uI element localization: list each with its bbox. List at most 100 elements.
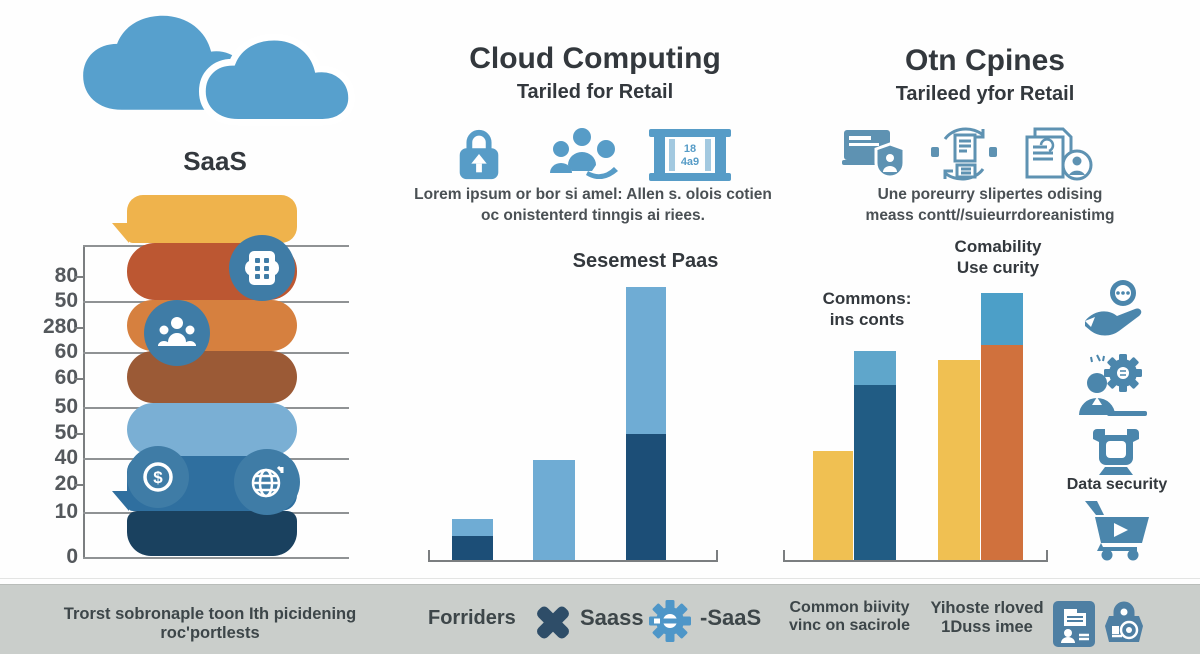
right-subtitle: Tarileed yfor Retail [895,82,1075,105]
bar-segment [533,460,575,560]
right-caption-line2: meass contt//suieurrdoreanistimg [865,207,1115,224]
footer-note-line2: roc'portlests [160,624,260,642]
stack-segment [127,511,297,556]
x-axis [428,560,718,562]
bar-segment [452,519,493,536]
footer-common-line2: vinc on sacirole [789,617,910,634]
footer-bar: Trorst sobronaple toon Ith picidening ro… [0,584,1200,654]
dollar-circle-icon: $ [127,446,189,508]
paas-chart-label: Sesemest Paas [572,250,719,272]
middle-title: Cloud Computing [469,42,721,75]
laptop-badge-icon [841,127,909,183]
right-caption: Une poreurry slipertes odising meass con… [800,184,1180,226]
y-axis-label: 50 [54,289,78,312]
tick-mark [74,433,85,435]
crossed-tools-icon [533,601,572,641]
tick-mark [74,276,85,278]
hand-coin-icon [1082,278,1148,344]
bar [981,293,1023,560]
footer-saas2-label: -SaaS [700,605,762,630]
svg-text:$: $ [153,468,163,487]
footer-providers-label: Forriders [428,607,516,629]
monitor-shield-icon [1086,428,1146,478]
y-axis-label: 40 [54,446,78,469]
speech-tail [112,223,129,243]
bar-segment [981,345,1023,560]
y-axis-label: 60 [54,340,78,363]
gridline [83,557,349,559]
bar [938,360,980,560]
footer-note-line1: Trorst sobronaple toon Ith picidening [63,605,357,623]
footer-hosted-line1: Yihoste rloved [930,599,1044,617]
y-axis-label: 280 [42,315,78,338]
tick-mark [74,484,85,486]
shopping-cart-icon [1080,498,1156,562]
data-security-label: Data security [1066,476,1168,493]
x-axis [783,560,1048,562]
bar [626,287,666,560]
y-axis-label: 50 [54,421,78,444]
y-axis-label: 20 [54,472,78,495]
middle-caption-line2: oc onistenterd tinngis ai riees. [481,207,705,224]
right-caption-line1: Une poreurry slipertes odising [877,186,1103,203]
document-square-icon [1053,601,1095,647]
bar-segment [938,360,980,560]
bar-segment [854,351,896,385]
storefront-icon: 18 4a9 [648,128,732,182]
storefront-circle-icon [229,235,295,301]
speech-tail [112,491,129,511]
y-axis-label: 80 [54,264,78,287]
bar-segment [452,536,493,560]
x-axis-tick [1046,550,1048,560]
compare-chart-left-label-line2: ins conts [829,310,905,329]
saas-title: SaaS [183,146,247,176]
right-title: Otn Cpines [904,44,1065,77]
stack-segment [127,351,297,403]
bar [813,451,853,560]
bar-segment [813,451,853,560]
y-axis-label: 50 [54,395,78,418]
cloud-icon [83,15,356,126]
bar-segment [981,293,1023,345]
tick-mark [74,327,85,329]
footer-note: Trorst sobronaple toon Ith picidening ro… [40,605,380,643]
x-axis-tick [783,550,785,560]
lock-icon [450,126,508,182]
footer-divider [0,578,1200,579]
y-axis-label: 0 [66,545,78,568]
people-circle-icon [144,300,210,366]
sync-document-icon [928,124,1000,184]
compare-chart-left-label-line1: Commons: [822,289,912,308]
footer-hosted-line2: 1Duss imee [941,618,1033,636]
x-axis-tick [716,550,718,560]
globe-circle-icon [234,449,300,515]
footer-hosted-note: Yihoste rloved 1Duss imee [928,599,1046,637]
bar [452,519,493,560]
bar [854,351,896,560]
middle-subtitle: Tariled for Retail [516,80,674,103]
footer-common-note: Common biivity vinc on sacirole [787,599,912,635]
documents-person-icon [1020,126,1096,182]
svg-text:18: 18 [684,143,696,155]
compare-chart-top-label-line2: Use curity [956,258,1040,277]
footer-saas-label: Saass [580,605,644,630]
lock-badge-icon [1105,601,1143,642]
compare-chart-top-label-line1: Comability [954,237,1042,256]
y-axis-label: 60 [54,366,78,389]
middle-caption: Lorem ipsum or bor si amel: Allen s. olo… [398,184,788,226]
people-group-icon [545,126,621,180]
footer-common-line1: Common biivity [789,599,910,616]
y-axis-line [83,245,85,559]
y-axis-label: 10 [54,500,78,523]
compare-chart-left-label: Commons: ins conts [806,288,928,330]
compare-chart-top-label: Comability Use curity [913,236,1083,278]
bar [533,460,575,560]
svg-text:4a9: 4a9 [681,156,699,168]
tick-mark [74,378,85,380]
bar-segment [626,434,666,560]
person-gear-icon [1076,352,1150,424]
bar-segment [626,287,666,434]
x-axis-tick [428,550,430,560]
bar-segment [854,385,896,560]
